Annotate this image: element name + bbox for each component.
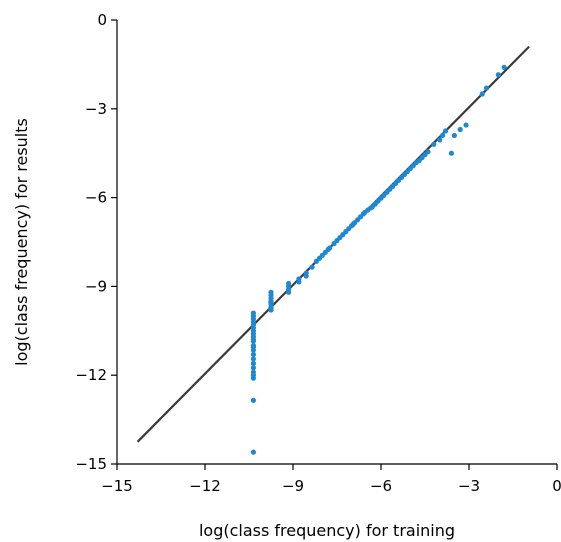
data-point [250,449,256,455]
data-point [250,397,256,403]
data-point [425,149,431,155]
x-tick-label: −3 [458,477,480,495]
data-point [250,351,256,358]
data-point [437,137,443,143]
y-tick-label: −9 [85,277,107,295]
data-point [309,264,315,270]
x-axis-label: log(class frequency) for training [199,521,455,540]
x-tick-label: −15 [101,477,133,495]
data-point [501,64,507,70]
y-tick-label: −12 [75,366,107,384]
data-point [250,356,256,362]
data-point [303,273,309,279]
data-point [484,85,490,91]
y-tick-label: −6 [85,189,107,207]
data-point [448,150,454,156]
y-tick-label: −3 [85,100,107,118]
data-point [250,360,256,366]
data-point [457,126,463,133]
data-points [250,64,507,455]
data-point [440,132,446,139]
x-tick-label: −9 [282,477,304,495]
x-ticks: −15 −12 −9 −6 −3 0 [101,464,561,495]
y-ticks: −15 −12 −9 −6 −3 0 [75,11,117,473]
x-tick-label: −12 [189,477,221,495]
y-tick-label: −15 [75,455,107,473]
data-point [250,375,256,381]
data-point [296,279,302,285]
data-point [495,72,501,78]
data-point [431,141,437,147]
data-point [463,122,469,128]
data-point [479,91,485,97]
data-point [327,245,333,251]
data-point [442,128,449,134]
x-tick-label: −6 [370,477,392,495]
data-point [250,337,256,343]
data-point [250,344,256,350]
axes [116,20,557,465]
x-tick-label: 0 [552,477,561,495]
data-point [268,307,274,313]
y-axis-label: log(class frequency) for results [12,118,31,366]
y-tick-label: 0 [97,11,107,29]
data-point [250,365,256,371]
data-point [286,289,292,295]
data-point [451,132,457,139]
